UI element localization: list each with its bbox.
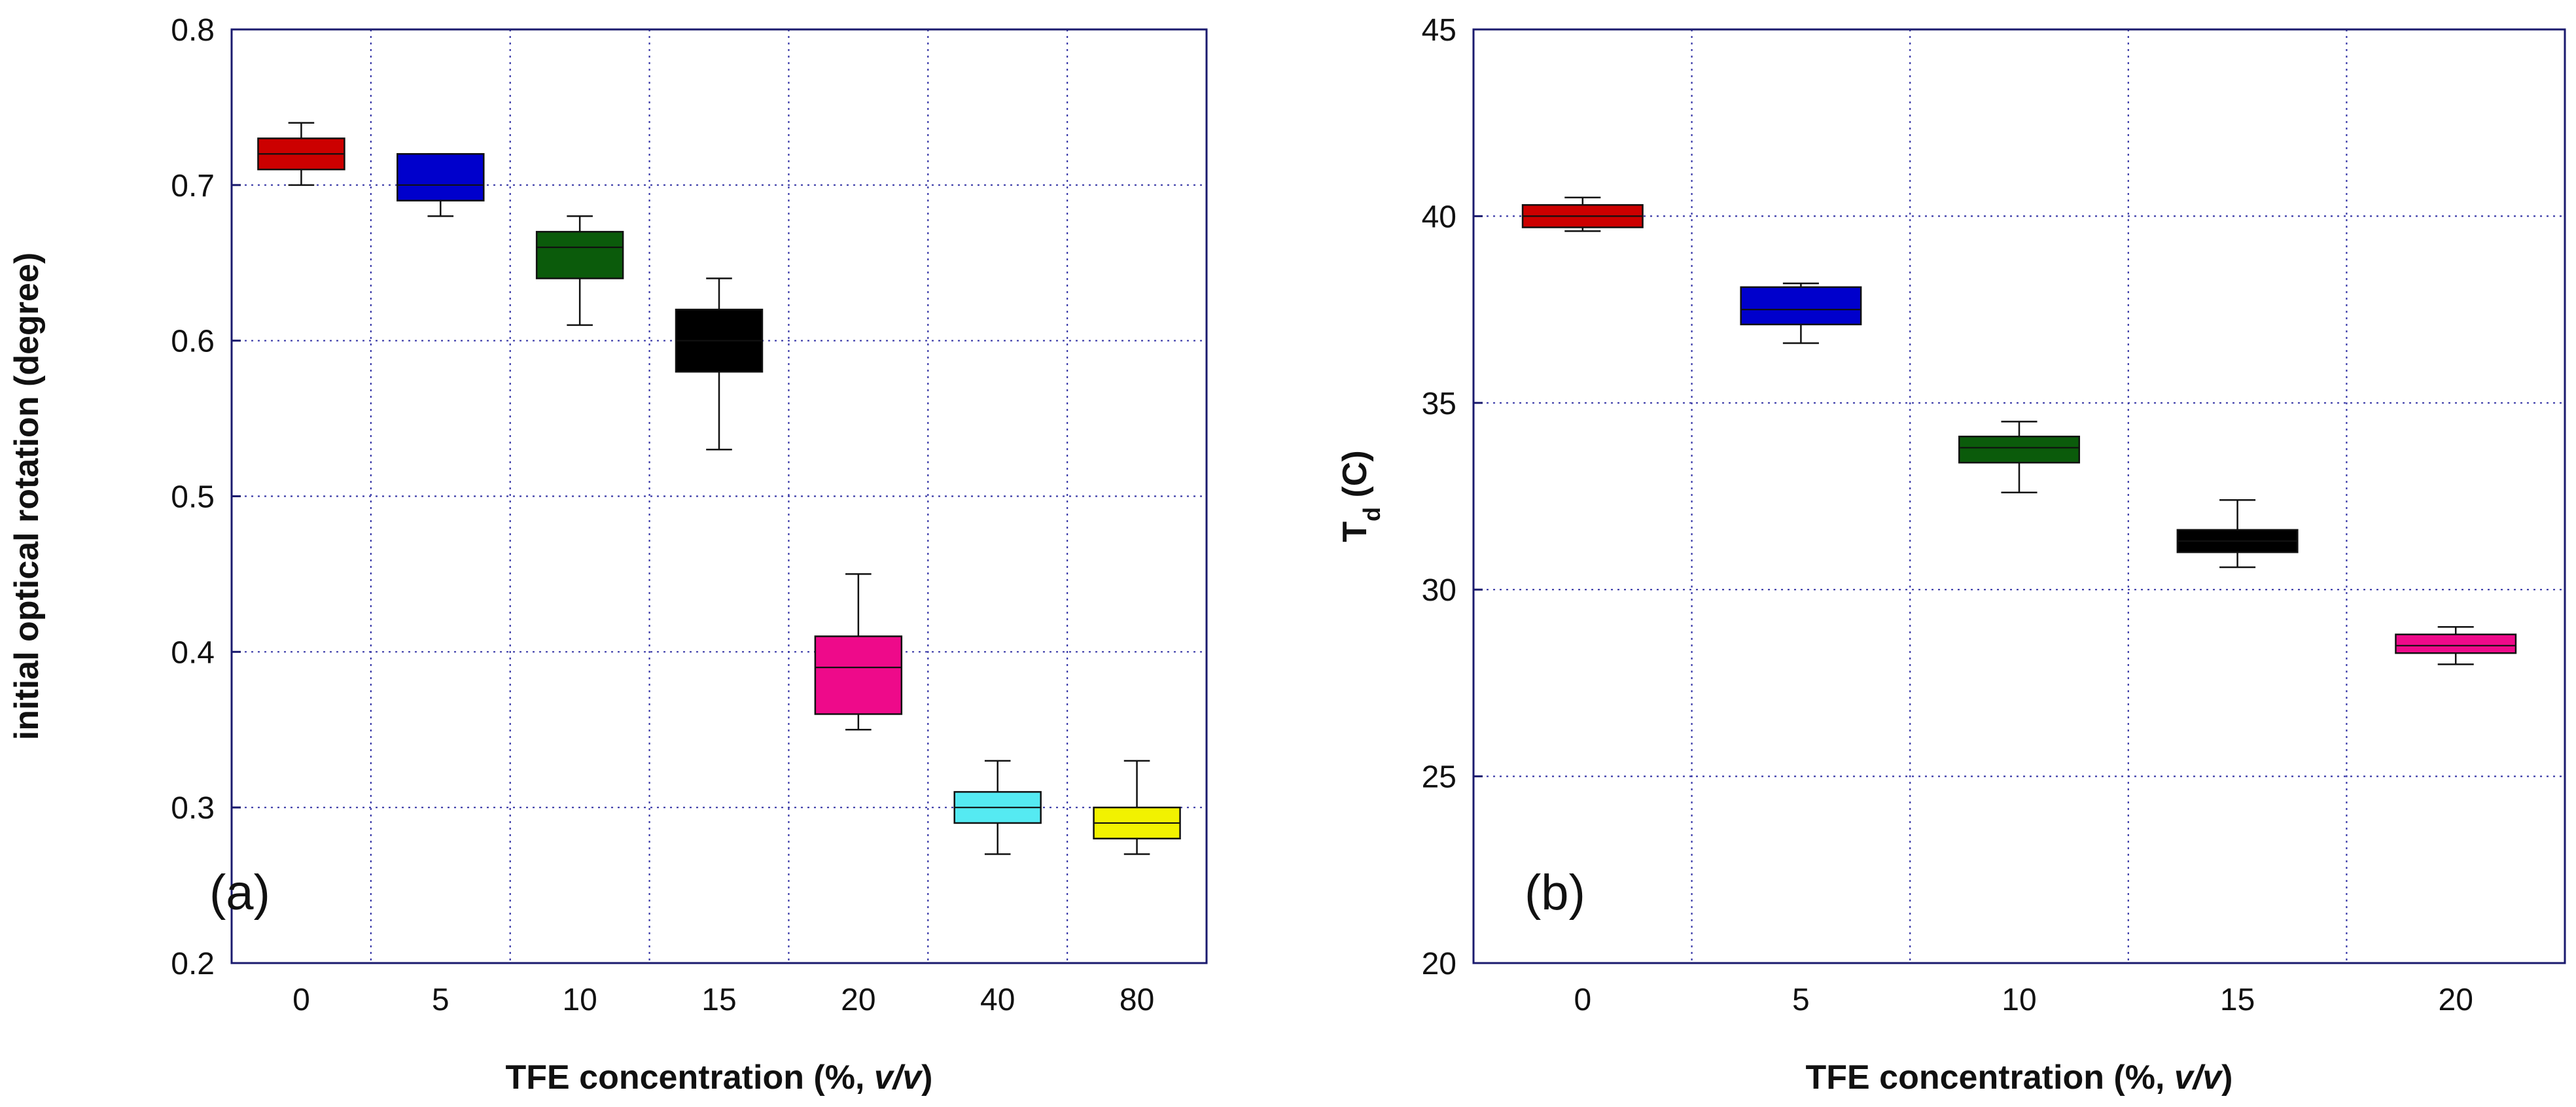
iqr-box bbox=[2395, 633, 2517, 654]
panel-a-x-tick-label: 80 bbox=[1120, 983, 1154, 1017]
panel-b-box-20 bbox=[2395, 626, 2517, 665]
panel-a-box-0 bbox=[257, 122, 345, 186]
iqr-box bbox=[1740, 286, 1862, 326]
panel-a-y-tick-label: 0.6 bbox=[171, 325, 215, 359]
panel-b-x-axis-label-suffix: ) bbox=[2221, 1059, 2232, 1097]
panel-a-x-tick-label: 10 bbox=[562, 983, 597, 1017]
panel-a-x-tick-label: 40 bbox=[980, 983, 1015, 1017]
panel-a-y-tick-label: 0.7 bbox=[171, 169, 215, 203]
panel-a-y-axis-label: initial optical rotation (degree) bbox=[8, 253, 46, 740]
panel-b-y-axis-label: Td (C) bbox=[1336, 450, 1385, 542]
panel-a-x-tick-label: 20 bbox=[841, 983, 875, 1017]
panel-a-boxes bbox=[257, 122, 1181, 855]
panel-a-x-tick-label: 15 bbox=[701, 983, 736, 1017]
panel-b-box-15 bbox=[2176, 499, 2299, 569]
iqr-box bbox=[397, 153, 485, 202]
panel-b-y-axis-label-rest: (C) bbox=[1336, 450, 1374, 507]
iqr-box bbox=[814, 635, 903, 715]
panel-b: 20 25 30 35 40 45 0 5 10 15 20 (b) TFE concentrati… bbox=[1336, 13, 2566, 1097]
panel-b-y-tick-label: 20 bbox=[1422, 947, 1456, 981]
panel-a-x-axis-label-prefix: TFE concentration (%, bbox=[506, 1059, 874, 1097]
panel-a-x-tick-label: 5 bbox=[432, 983, 450, 1017]
iqr-box bbox=[535, 230, 624, 279]
panel-a-x-axis-label: TFE concentration (%, v/v) bbox=[506, 1059, 933, 1097]
panel-a-box-20 bbox=[814, 573, 903, 731]
panel-a-x-axis-label-italic: v/v bbox=[874, 1059, 923, 1097]
panel-a-x-tick-label: 0 bbox=[292, 983, 310, 1017]
panel-b-label: (b) bbox=[1525, 865, 1585, 921]
panel-b-grid bbox=[1473, 29, 2565, 963]
panel-a-box-15 bbox=[675, 277, 764, 451]
panel-a-label: (a) bbox=[209, 865, 270, 921]
panel-a-y-tick-label: 0.8 bbox=[171, 13, 215, 48]
panel-b-ticks: 20 25 30 35 40 45 0 5 10 15 20 bbox=[1422, 13, 2473, 1017]
panel-b-x-tick-label: 15 bbox=[2220, 983, 2255, 1017]
panel-b-box-5 bbox=[1740, 282, 1862, 344]
panel-a-y-tick-label: 0.4 bbox=[171, 635, 215, 670]
panel-b-boxes bbox=[1521, 196, 2517, 665]
panel-a-box-40 bbox=[953, 760, 1042, 855]
panel-a: 0.2 0.3 0.4 0.5 0.6 0.7 0.8 0 5 10 15 20 40 80 (a) TF… bbox=[8, 13, 1208, 1097]
panel-a-box-80 bbox=[1093, 760, 1181, 855]
panel-a-y-tick-label: 0.2 bbox=[171, 947, 215, 981]
panel-a-ticks: 0.2 0.3 0.4 0.5 0.6 0.7 0.8 0 5 10 15 20 40 80 bbox=[171, 13, 1154, 1017]
panel-a-box-10 bbox=[535, 215, 624, 326]
panel-b-y-tick-label: 45 bbox=[1422, 13, 1456, 48]
panel-b-y-axis-label-main: T bbox=[1336, 521, 1374, 542]
panel-a-y-tick-label: 0.3 bbox=[171, 791, 215, 826]
panel-b-y-tick-label: 35 bbox=[1422, 387, 1456, 421]
panel-b-x-tick-label: 20 bbox=[2439, 983, 2473, 1017]
panel-a-grid bbox=[232, 29, 1207, 963]
panel-a-plot-frame bbox=[230, 28, 1208, 964]
panel-b-y-tick-label: 40 bbox=[1422, 200, 1456, 234]
panel-b-box-10 bbox=[1958, 421, 2080, 494]
panel-b-box-0 bbox=[1521, 196, 1644, 232]
iqr-box bbox=[1958, 435, 2080, 464]
panel-a-x-axis-label-suffix: ) bbox=[921, 1059, 932, 1097]
panel-b-y-tick-label: 30 bbox=[1422, 573, 1456, 608]
panel-b-x-tick-label: 10 bbox=[2002, 983, 2036, 1017]
panel-b-x-tick-label: 5 bbox=[1792, 983, 1810, 1017]
panel-b-y-tick-label: 25 bbox=[1422, 760, 1456, 795]
panel-b-x-axis-label-italic: v/v bbox=[2174, 1059, 2223, 1097]
panel-b-plot-frame bbox=[1472, 28, 2566, 964]
panel-a-y-tick-label: 0.5 bbox=[171, 480, 215, 515]
panel-b-x-tick-label: 0 bbox=[1574, 983, 1591, 1017]
panel-b-y-axis-label-sub: d bbox=[1358, 507, 1385, 521]
panel-b-x-axis-label-prefix: TFE concentration (%, bbox=[1806, 1059, 2174, 1097]
panel-b-x-axis-label: TFE concentration (%, v/v) bbox=[1806, 1059, 2233, 1097]
panel-a-box-5 bbox=[397, 153, 485, 217]
